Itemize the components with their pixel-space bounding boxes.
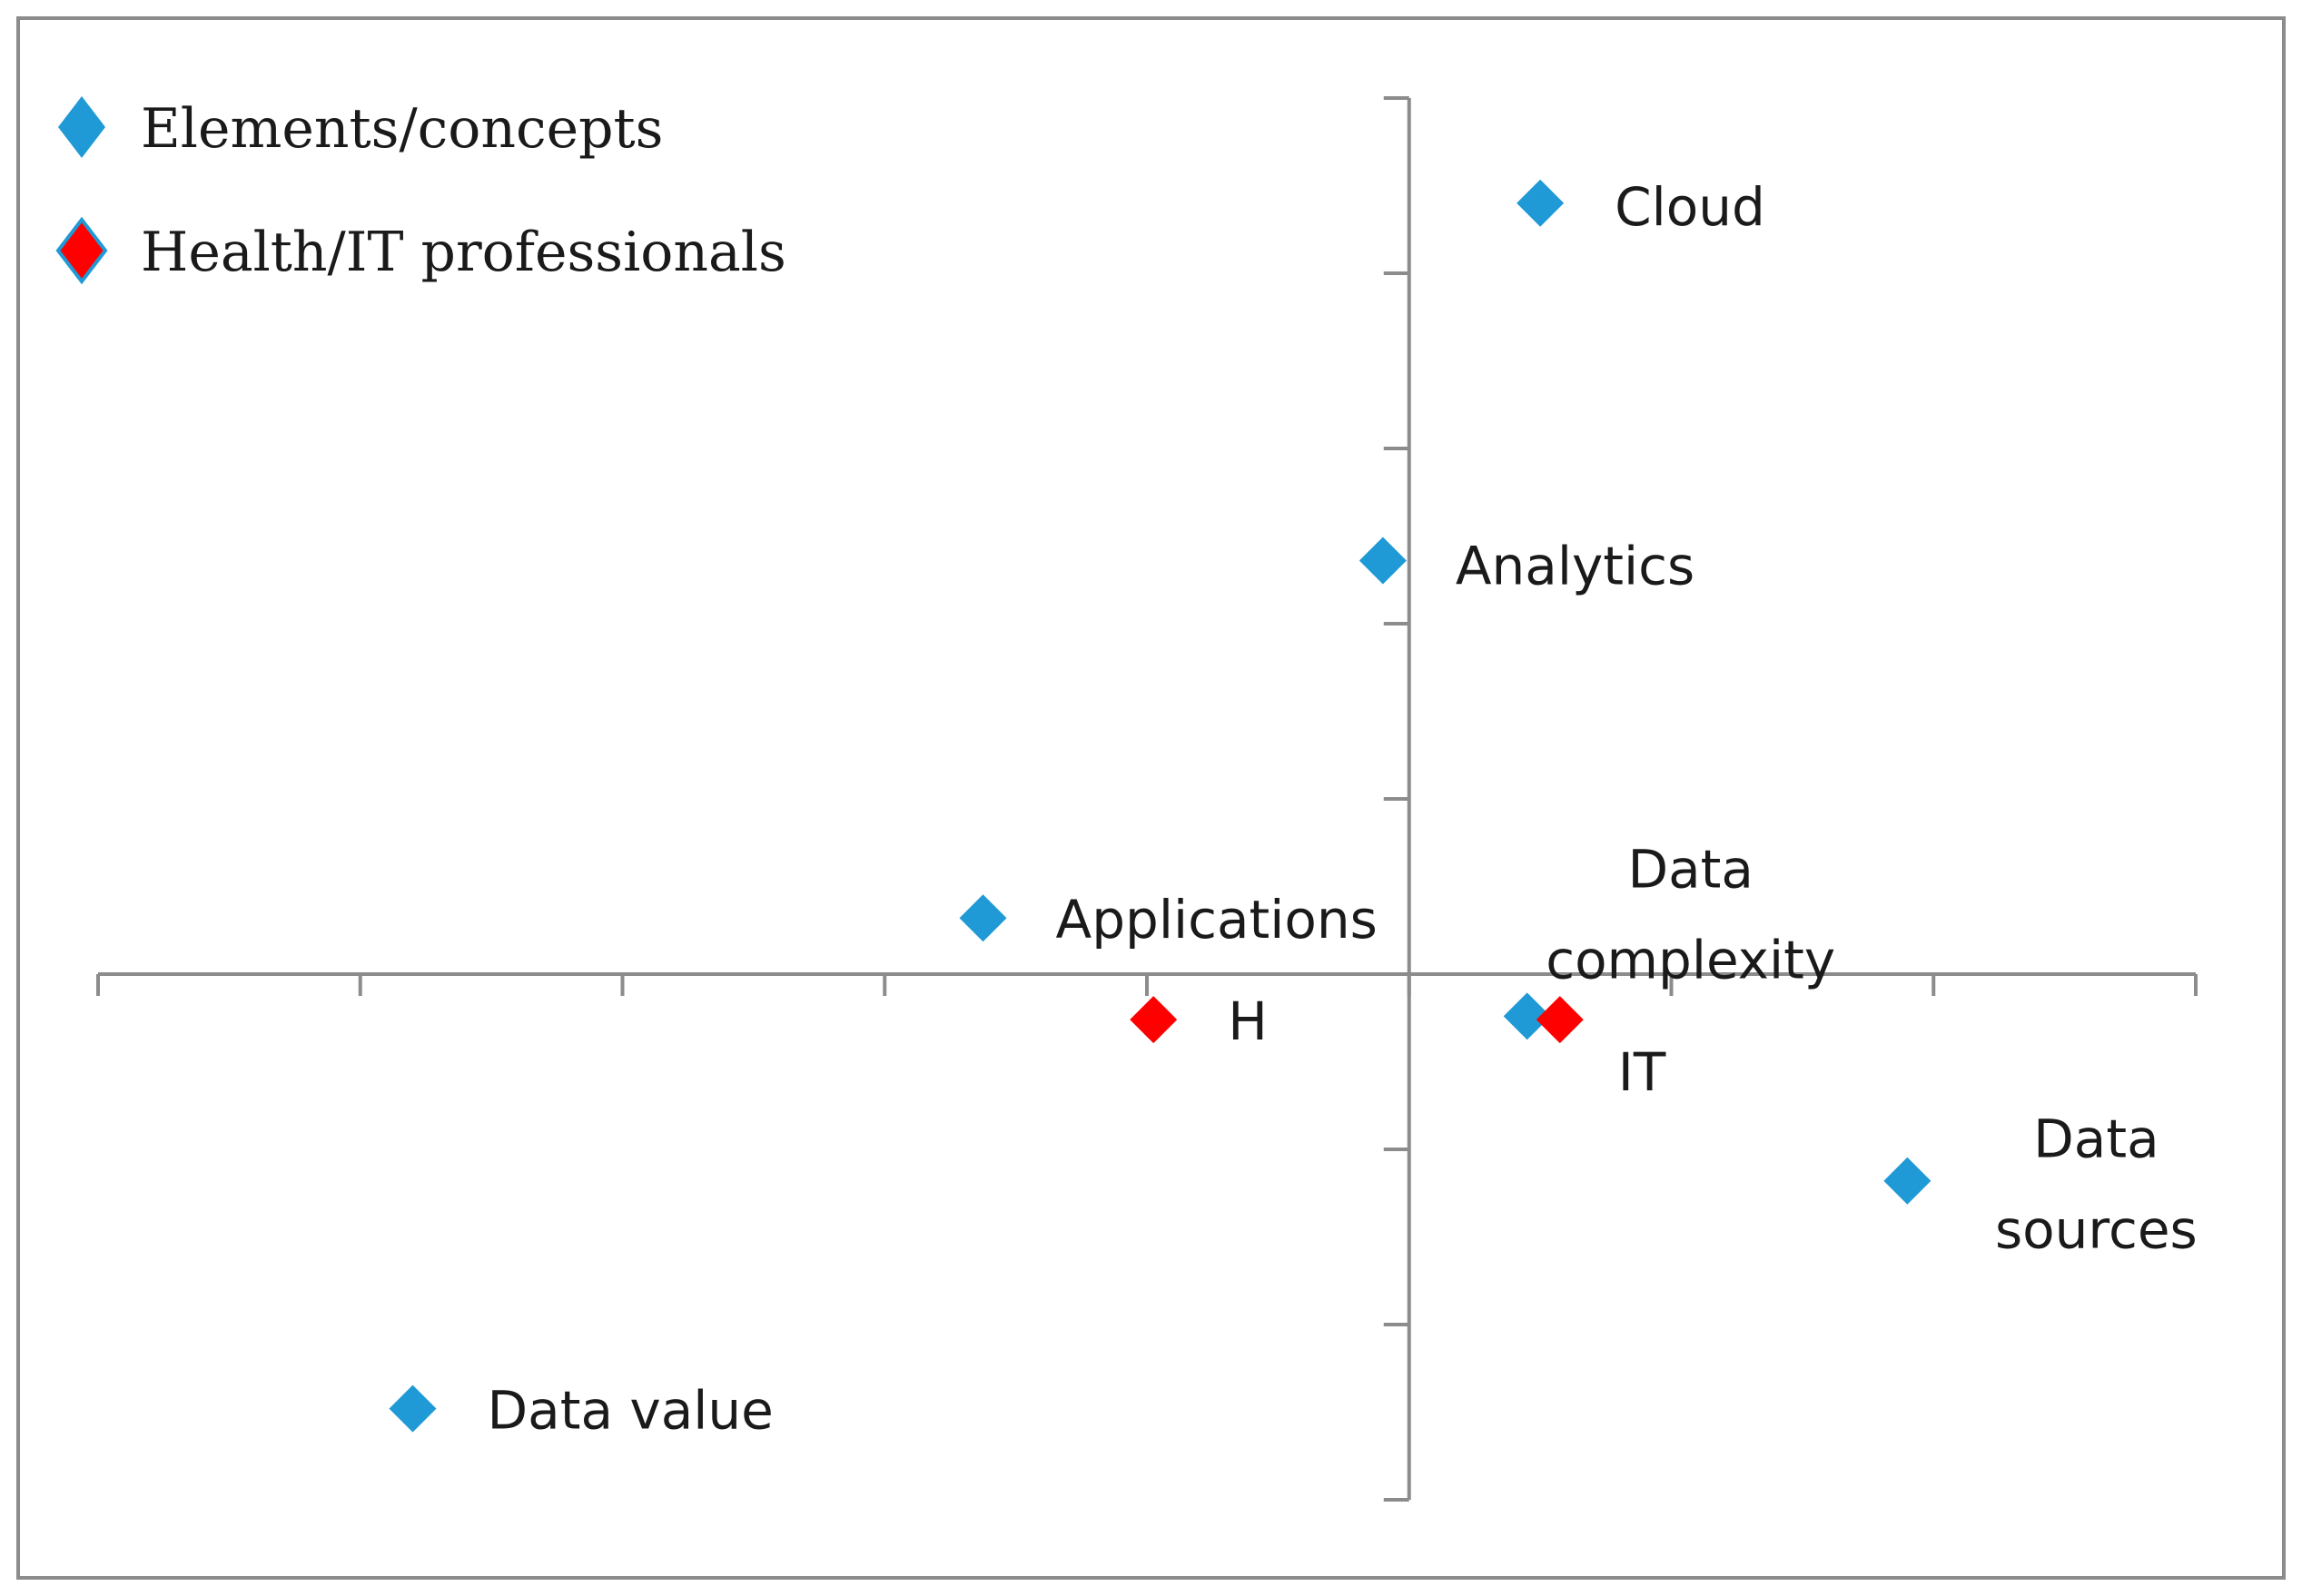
label-data-value: Data value <box>488 1380 774 1442</box>
point-cloud <box>1517 179 1565 227</box>
legend-label-professionals: Health/IT professionals <box>141 221 786 284</box>
point-analytics <box>1358 537 1407 585</box>
point-h <box>1130 996 1178 1044</box>
legend: Elements/concepts Health/IT professionals <box>55 96 786 285</box>
legend-marker-elements <box>58 96 105 158</box>
data-points: Cloud Analytics Applications Data complexity… <box>389 176 2198 1442</box>
label-h: H <box>1228 990 1268 1052</box>
label-data-sources: Data sources <box>1995 1108 2198 1261</box>
point-data-complexity <box>1503 992 1551 1040</box>
point-applications <box>959 894 1007 942</box>
label-applications: Applications <box>1056 889 1378 951</box>
point-data-sources <box>1883 1157 1932 1205</box>
axes <box>96 96 2198 1502</box>
label-it: IT <box>1618 1041 1666 1103</box>
point-it <box>1536 996 1584 1044</box>
label-data-complexity: Data complexity <box>1546 838 1835 990</box>
legend-label-elements: Elements/concepts <box>141 97 663 161</box>
chart-frame <box>16 16 2286 1580</box>
point-data-value <box>389 1384 437 1433</box>
label-cloud: Cloud <box>1615 176 1765 238</box>
label-analytics: Analytics <box>1456 536 1694 597</box>
legend-marker-professionals <box>55 216 108 285</box>
